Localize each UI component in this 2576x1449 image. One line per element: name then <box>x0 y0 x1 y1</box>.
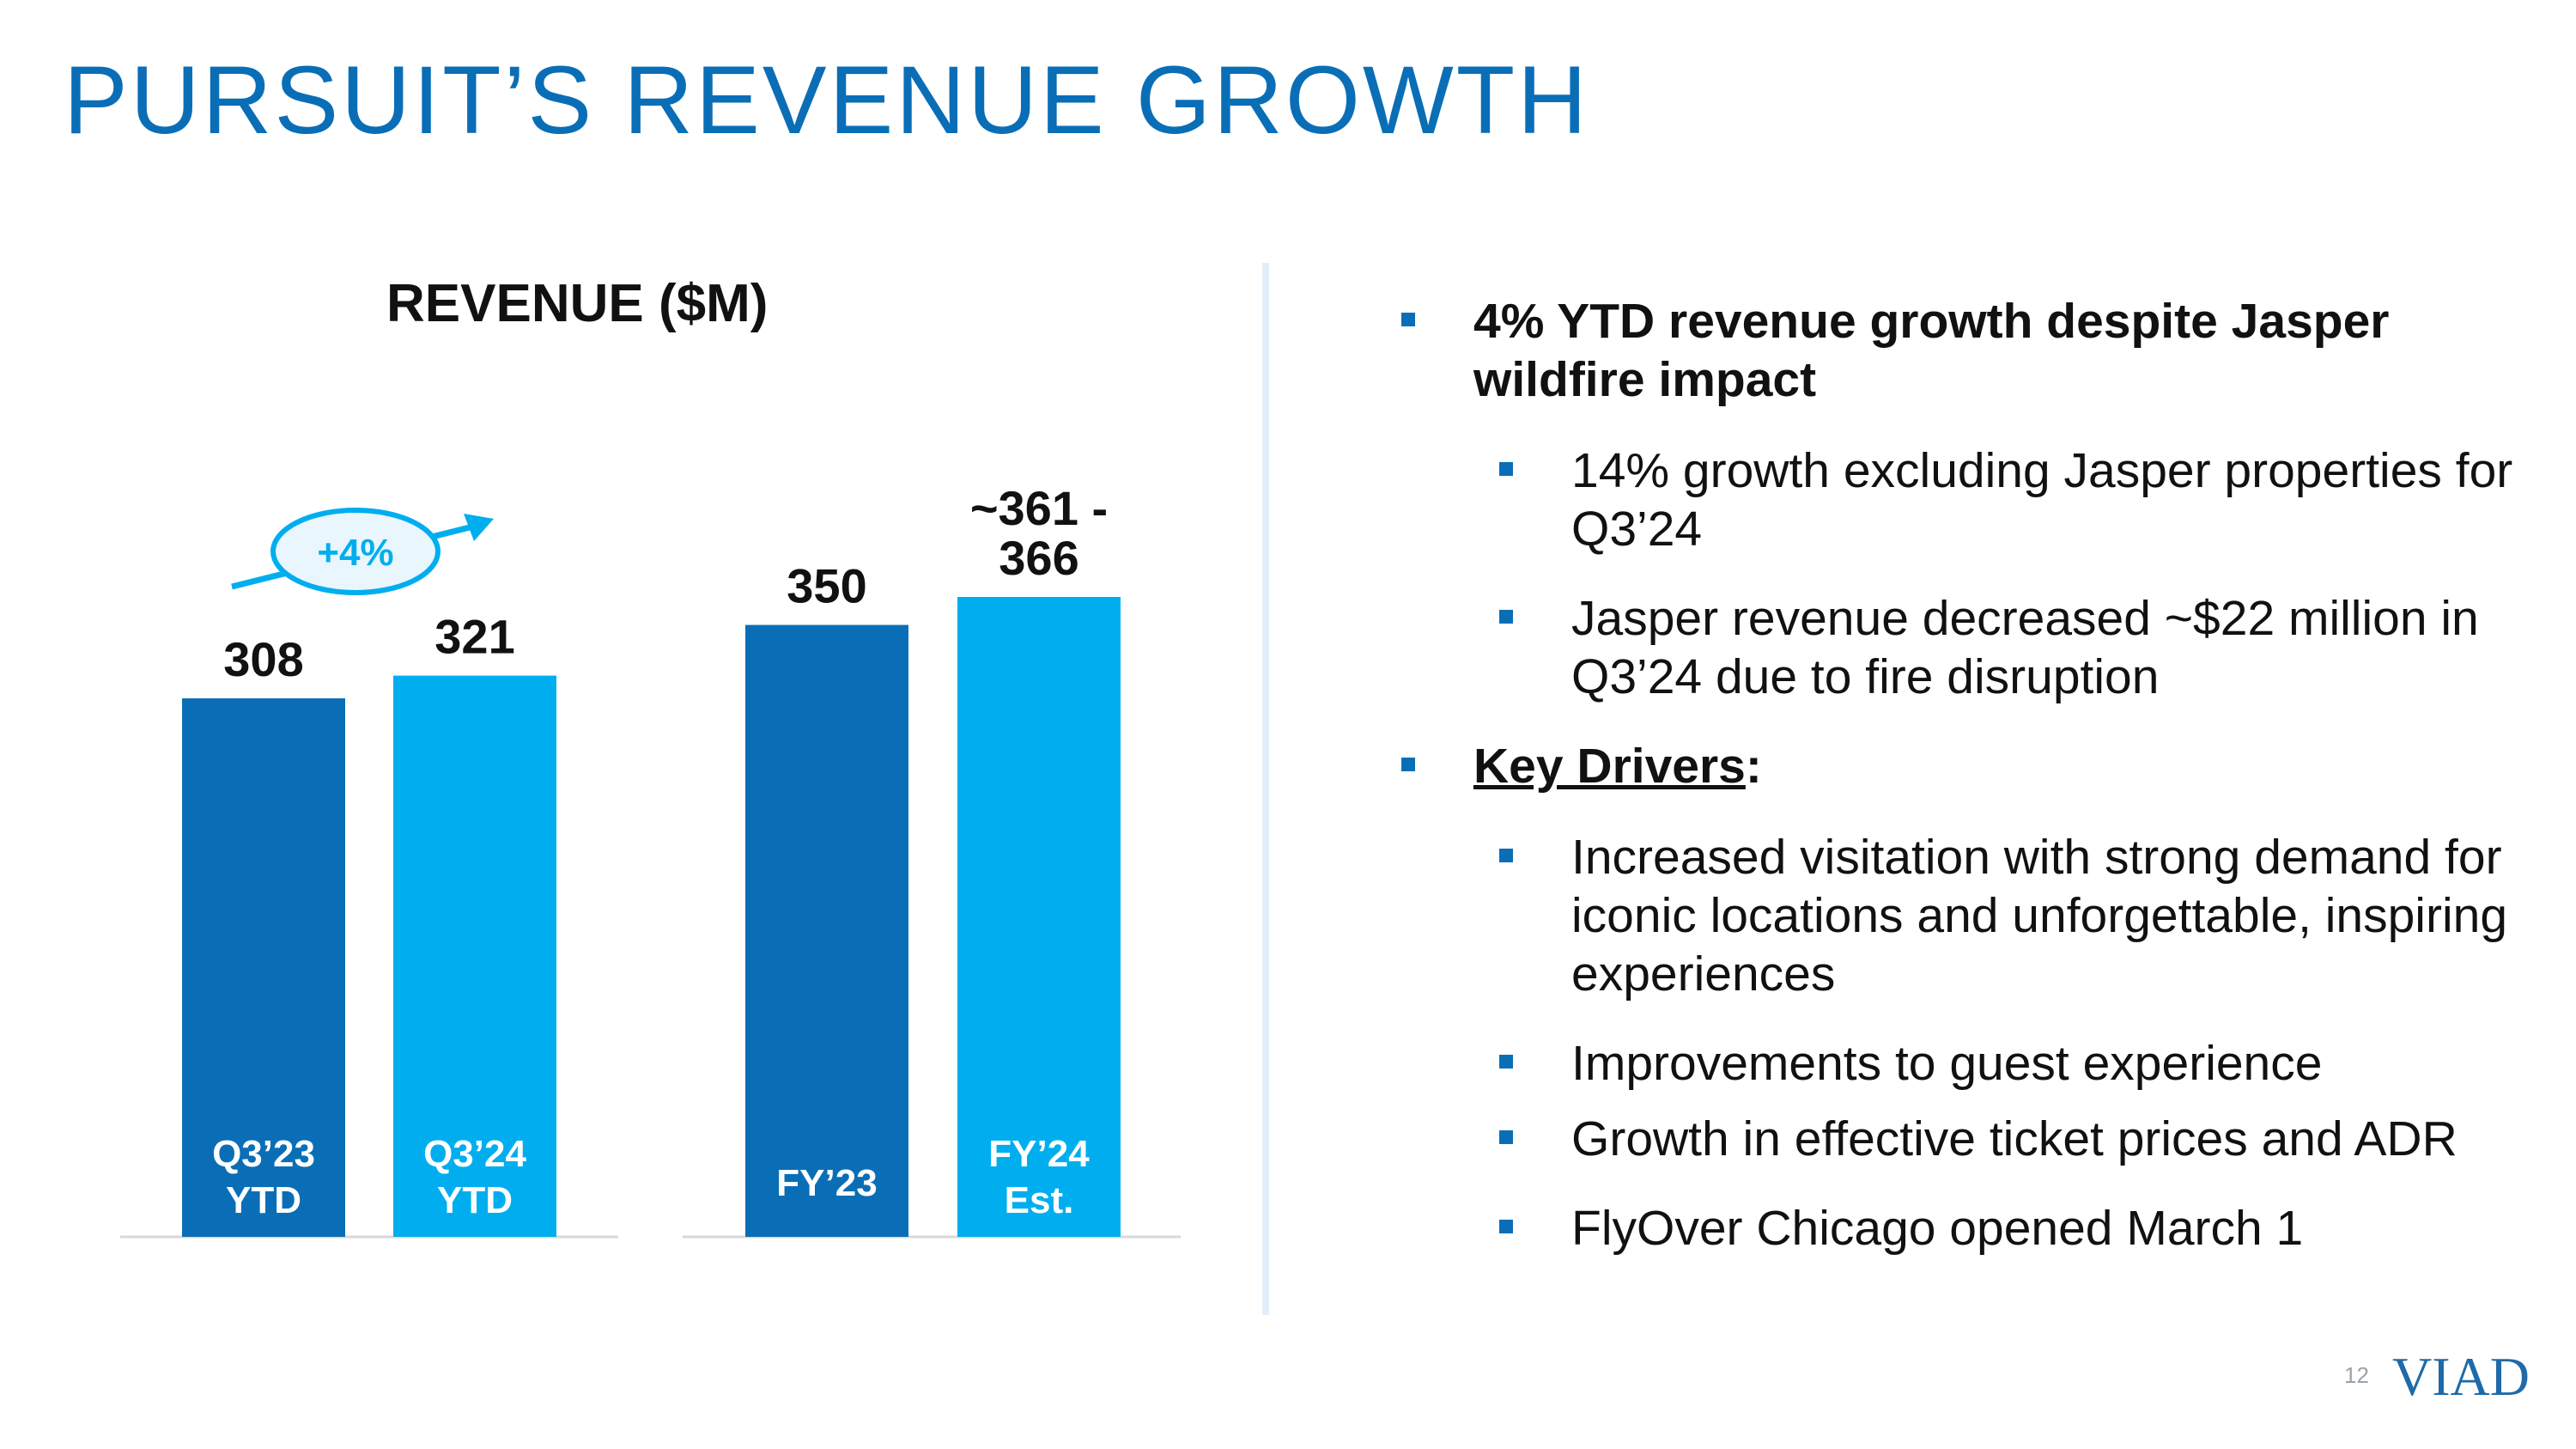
tick-label: YTD <box>437 1179 513 1221</box>
bullet-visitation-text: Increased visitation with strong demand … <box>1571 830 2508 1002</box>
bar <box>745 624 908 1237</box>
bullet-ticket-prices-text: Growth in effective ticket prices and AD… <box>1571 1111 2458 1166</box>
bullet-square-icon <box>1499 610 1513 624</box>
bullet-square-icon <box>1499 849 1513 862</box>
bullet-guest-experience-text: Improvements to guest experience <box>1571 1036 2323 1091</box>
bullet-guest-experience: Improvements to guest experience <box>1391 1034 2542 1093</box>
data-label: 350 <box>787 559 866 613</box>
bullet-square-icon <box>1499 1130 1513 1144</box>
data-label: 321 <box>434 610 514 664</box>
data-label: 308 <box>223 632 303 686</box>
chart-title: REVENUE ($M) <box>386 274 769 333</box>
viad-logo: VIAD <box>2392 1346 2530 1407</box>
data-label: 366 <box>999 531 1078 585</box>
arrow-head-icon <box>464 514 494 541</box>
bullet-jasper-decrease: Jasper revenue decreased ~$22 million in… <box>1391 589 2542 706</box>
growth-badge <box>270 508 440 595</box>
bullet-ytd-growth: 4% YTD revenue growth despite Jasper wil… <box>1391 292 2542 409</box>
key-drivers-colon: : <box>1745 739 1762 794</box>
svg-text:VIAD: VIAD <box>2392 1346 2530 1407</box>
bullet-growth-excluding-jasper-text: 14% growth excluding Jasper properties f… <box>1571 443 2513 557</box>
bar <box>393 675 556 1237</box>
tick-label: Q3’24 <box>423 1133 526 1175</box>
bullet-square-icon <box>1401 758 1415 771</box>
tick-label: Est. <box>1005 1179 1074 1221</box>
key-drivers-heading: Key Drivers <box>1473 739 1746 794</box>
tick-label: Q3’23 <box>212 1133 315 1175</box>
bullet-key-drivers: Key Drivers: <box>1391 737 2542 795</box>
tick-label: YTD <box>226 1179 301 1221</box>
growth-annotation: +4% <box>317 532 393 574</box>
bar <box>957 597 1121 1237</box>
bullet-visitation: Increased visitation with strong demand … <box>1391 828 2542 1003</box>
bullet-square-icon <box>1499 1220 1513 1233</box>
bar <box>182 698 345 1237</box>
page-number: 12 <box>2344 1362 2369 1388</box>
vertical-divider <box>1262 263 1269 1315</box>
bullet-square-icon <box>1401 313 1415 326</box>
bullet-list: 4% YTD revenue growth despite Jasper wil… <box>1391 292 2542 1288</box>
bullet-growth-excluding-jasper: 14% growth excluding Jasper properties f… <box>1391 441 2542 558</box>
data-label: ~361 - <box>970 481 1108 535</box>
bullet-ticket-prices: Growth in effective ticket prices and AD… <box>1391 1110 2542 1168</box>
bullet-jasper-decrease-text: Jasper revenue decreased ~$22 million in… <box>1571 591 2479 704</box>
tick-label: FY’23 <box>776 1162 877 1204</box>
bullet-flyover-chicago-text: FlyOver Chicago opened March 1 <box>1571 1201 2304 1256</box>
bullet-square-icon <box>1499 1055 1513 1068</box>
tick-label: FY’24 <box>988 1133 1090 1175</box>
slide-title: PURSUIT’S REVENUE GROWTH <box>64 46 1589 154</box>
bullet-flyover-chicago: FlyOver Chicago opened March 1 <box>1391 1199 2542 1257</box>
bullet-square-icon <box>1499 462 1513 476</box>
bullet-ytd-growth-text: 4% YTD revenue growth despite Jasper wil… <box>1473 294 2390 407</box>
